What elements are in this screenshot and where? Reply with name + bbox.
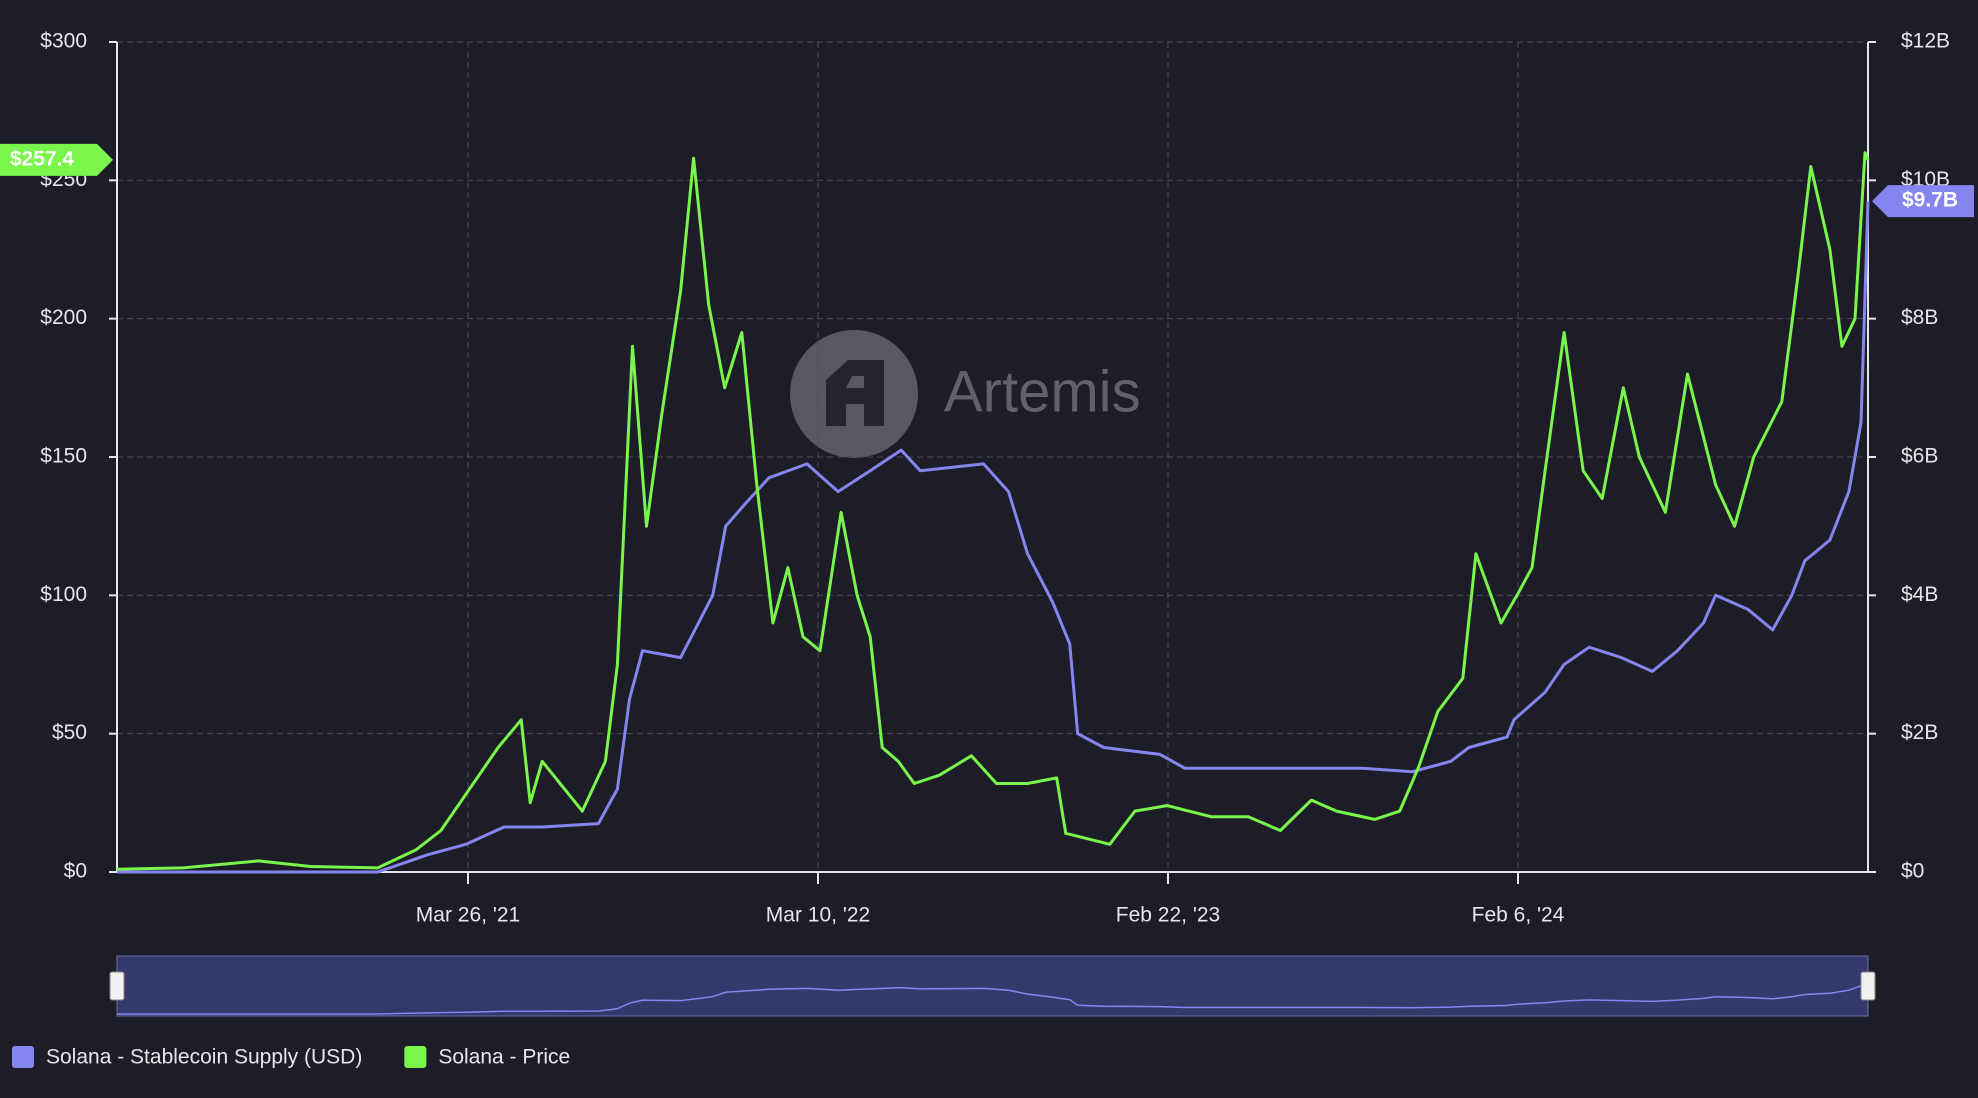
end-label: $257.4: [10, 147, 75, 170]
end-label: $9.7B: [1902, 189, 1958, 212]
watermark-text: Artemis: [944, 359, 1141, 424]
navigator-handle[interactable]: [109, 971, 125, 1001]
legend-label: Solana - Price: [438, 1046, 570, 1069]
x-tick-label: Feb 6, '24: [1472, 904, 1565, 927]
legend-label: Solana - Stablecoin Supply (USD): [46, 1046, 362, 1069]
x-tick-label: Mar 26, '21: [416, 904, 520, 927]
watermark: Artemis: [790, 330, 1141, 458]
y2-tick-label: $2B: [1901, 721, 1938, 744]
y-tick-label: $300: [40, 30, 87, 53]
x-tick-label: Mar 10, '22: [766, 904, 870, 927]
y2-tick-label: $4B: [1901, 583, 1938, 606]
y-tick-label: $50: [52, 721, 87, 744]
y2-tick-label: $8B: [1901, 306, 1938, 329]
y-tick-label: $100: [40, 583, 87, 606]
y2-tick-label: $0: [1901, 860, 1924, 883]
y2-tick-label: $6B: [1901, 445, 1938, 468]
legend-swatch: [12, 1046, 34, 1068]
series-line: [116, 151, 1870, 871]
navigator: [116, 955, 1869, 1017]
y-tick-label: $200: [40, 306, 87, 329]
navigator-handle[interactable]: [1860, 971, 1876, 1001]
y2-tick-label: $12B: [1901, 30, 1950, 53]
x-tick-label: Feb 22, '23: [1116, 904, 1220, 927]
watermark-glyph: [826, 360, 884, 426]
end-badge: [0, 143, 113, 176]
y-tick-label: $0: [64, 860, 87, 883]
series-line: [117, 201, 1870, 874]
end-badge: [1872, 185, 1974, 218]
navigator-line: [117, 971, 1869, 1015]
legend-swatch: [404, 1046, 427, 1068]
y-tick-label: $150: [40, 445, 87, 468]
